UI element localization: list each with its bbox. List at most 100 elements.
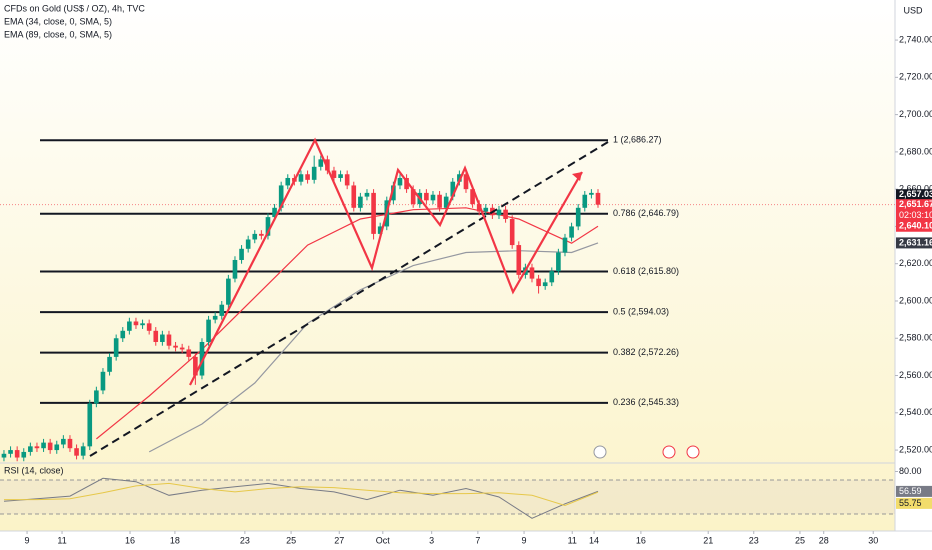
x-tick-label: 21: [703, 535, 713, 545]
price-axis-background: [895, 0, 932, 550]
candle-body: [212, 315, 218, 320]
candle-body: [311, 166, 317, 180]
candle-body: [542, 282, 548, 287]
candle-body: [67, 438, 73, 449]
candle-body: [232, 259, 238, 279]
x-tick-label: Oct: [376, 535, 391, 545]
y-tick-label: 2,620.00: [899, 258, 932, 268]
candle-body: [140, 323, 145, 326]
fib-label: 0.236 (2,545.33): [613, 397, 679, 407]
y-tick-label: 2,680.00: [899, 146, 932, 156]
candle-body: [179, 347, 185, 350]
candle-body: [285, 177, 291, 186]
x-tick-label: 23: [749, 535, 759, 545]
candle-body: [87, 403, 93, 447]
event-icons: [593, 445, 700, 459]
candle-body: [278, 185, 284, 208]
candle-body: [496, 209, 502, 216]
candle-body: [113, 338, 119, 357]
candle-body: [206, 319, 211, 342]
rsi-band: [0, 480, 895, 514]
fib-layer: 1 (2,686.27) 0.786 (2,646.79) 0.618 (2,615…: [0, 135, 895, 407]
plot-background: [0, 0, 895, 531]
candle-body: [443, 196, 449, 208]
x-tick-label: 16: [636, 535, 646, 545]
rsi-value-label: 56.59: [899, 486, 922, 496]
candle-body: [450, 181, 456, 197]
legend-entry: EMA (89, close, 0, SMA, 5): [4, 29, 112, 39]
candle-body: [562, 237, 568, 253]
rsi-line: [4, 482, 599, 507]
x-tick-label: 23: [240, 535, 250, 545]
candle-body: [54, 444, 60, 451]
price-label: 2,651.67: [899, 199, 932, 209]
candle-body: [509, 218, 515, 246]
candle-body: [318, 159, 324, 167]
candle-body: [569, 226, 574, 238]
candle-body: [351, 185, 357, 208]
y-tick-label: 2,560.00: [899, 370, 932, 380]
currency-label: USD: [903, 5, 923, 15]
y-tick-label: 2,700.00: [899, 109, 932, 119]
candle-body: [344, 174, 350, 186]
candle-body: [470, 189, 475, 205]
candle-body: [219, 304, 225, 316]
zigzag-drawing: [189, 137, 583, 386]
candle-body: [430, 194, 436, 201]
candle-body: [199, 341, 205, 376]
candle-body: [404, 177, 409, 190]
candle-body: [226, 278, 231, 305]
candle-body: [74, 448, 79, 456]
x-tick-label: 3: [429, 535, 434, 545]
event-icon[interactable]: [593, 445, 607, 459]
candle-body: [21, 451, 27, 458]
candle-body: [529, 267, 535, 279]
candle-body: [536, 278, 541, 287]
price-label: 2,657.03: [899, 189, 932, 199]
candle-body: [120, 330, 126, 339]
candle-body: [252, 233, 258, 240]
rsi-tick-label: 80.00: [899, 466, 922, 476]
rsi-value-label: 55.75: [899, 498, 922, 508]
rsi-value-box: [896, 485, 932, 497]
candle-body: [298, 174, 304, 182]
candle-body: [556, 252, 561, 272]
arrow-head: [572, 172, 582, 181]
x-tick-label: 16: [125, 535, 135, 545]
y-tick-label: 2,520.00: [899, 444, 932, 454]
candle-body: [80, 446, 86, 456]
event-icon[interactable]: [686, 445, 700, 459]
candle-body: [575, 207, 581, 227]
candle-body: [28, 446, 33, 452]
trend-line: [89, 141, 609, 457]
candle-body: [186, 349, 192, 357]
candle-body: [47, 442, 53, 451]
candle-body: [371, 192, 376, 234]
price-label-box: [896, 220, 932, 232]
candle-body: [94, 390, 99, 404]
candle-body: [516, 245, 522, 275]
candle-body: [305, 174, 310, 180]
candle-body: [41, 442, 46, 449]
event-icon[interactable]: [662, 445, 676, 459]
candle-body: [127, 321, 132, 331]
fib-label: 0.382 (2,572.26): [613, 347, 679, 357]
rsi-value-box: [896, 497, 932, 509]
rsi-title: RSI (14, close): [4, 465, 64, 475]
candle-body: [589, 192, 594, 195]
y-tick-label: 2,600.00: [899, 295, 932, 305]
candle-body: [503, 209, 508, 219]
candle-body: [193, 356, 198, 376]
candle-body: [549, 271, 555, 283]
candle-body: [265, 217, 271, 236]
candle-body: [397, 177, 403, 186]
chart-title: CFDs on Gold (US$ / OZ), 4h, TVC: [4, 3, 145, 13]
candle-body: [424, 192, 429, 201]
candle-body: [483, 207, 489, 212]
price-label-box: [896, 189, 932, 201]
candle-body: [595, 192, 601, 205]
indicator-layer: [0, 207, 895, 519]
candle-body: [476, 204, 482, 212]
x-tick-label: 27: [334, 535, 344, 545]
candle-body: [166, 334, 172, 346]
